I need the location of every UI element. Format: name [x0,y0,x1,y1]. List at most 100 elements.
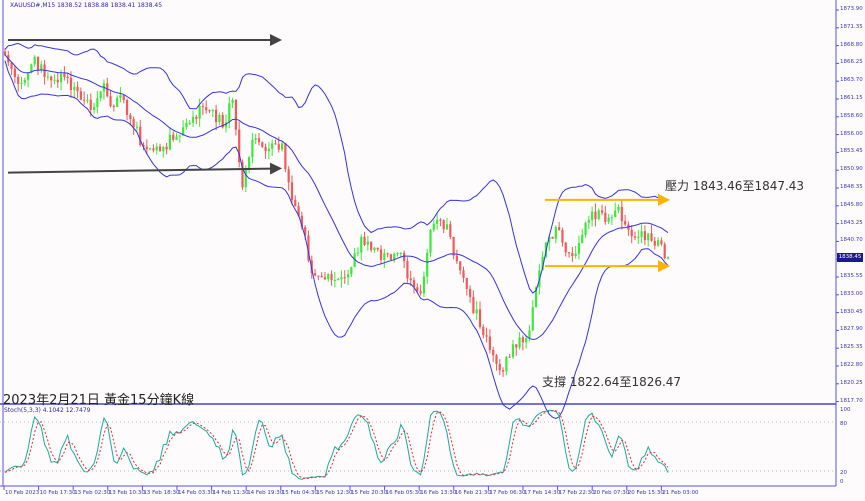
price-tick-label: 1825.35 [840,344,863,351]
candle-body [419,291,422,294]
candle-body [488,336,491,350]
time-tick-label: 15 Feb 20:30 [351,490,388,496]
candle-body [525,338,528,343]
time-tick-label: 16 Feb 05:30 [385,490,422,496]
candle-body [135,126,139,128]
candle-body [149,148,152,150]
candle-body [416,287,419,292]
candle-body [587,220,590,223]
candle-body [182,127,185,136]
stoch-tick-label: 0 [840,479,844,485]
time-tick-label: 10 Feb 17:30 [39,490,76,496]
candle-body [455,255,458,262]
price-tick-label: 1830.45 [840,308,863,315]
candle-body [307,235,310,261]
candle-body [620,206,623,222]
price-tick-label: 1843.25 [840,219,863,226]
candle-body [577,243,581,254]
candle-body [205,107,208,111]
candle-body [624,221,627,225]
price-tick-label: 1820.25 [840,379,863,386]
candle-body [116,97,119,108]
candle-body [13,68,16,78]
candle-body [554,227,557,239]
candle-body [610,217,614,219]
time-tick-label: 10 Feb 2023 [5,490,40,496]
candle-body [69,77,73,91]
candle-body [584,222,587,235]
time-tick-label: 14 Feb 03:30 [178,490,215,496]
candle-body [158,146,162,152]
candle-body [660,240,663,245]
candle-body [403,252,406,262]
candle-body [26,72,30,80]
price-tick-label: 1835.55 [840,273,863,279]
candle-body [360,236,363,253]
candle-body [643,231,647,241]
candle-body [373,247,376,251]
candle-body [666,257,670,259]
candle-body [591,211,594,221]
candle-body [495,355,498,364]
stoch-signal-line [4,410,669,480]
candle-body [86,99,89,101]
candle-body [340,277,343,280]
candle-body [3,51,7,56]
time-tick-label: 16 Feb 13:30 [420,490,457,496]
price-tick-label: 1817.70 [840,397,863,404]
candle-body [327,274,330,280]
candle-body [393,253,396,260]
candle-body [531,307,534,331]
candle-body [83,99,86,101]
candle-body [337,279,340,281]
candle-body [370,241,373,251]
candle-body [264,146,267,152]
candle-body [363,236,366,245]
candle-body [53,79,56,81]
candle-body [10,62,13,69]
candle-body [142,145,145,147]
stoch-tick-label: 100 [840,407,851,413]
candle-body [350,266,353,275]
candle-body [379,249,383,260]
time-tick-label: 13 Feb 18:30 [143,490,180,496]
candle-body [244,169,247,188]
candle-body [317,275,320,277]
candle-body [663,244,666,259]
candle-body [17,77,20,84]
price-tick-label: 1871.35 [840,23,863,30]
price-tick-label: 1868.80 [840,41,863,48]
candle-body [521,337,524,343]
candle-body [208,110,211,112]
candle-body [485,335,488,337]
candle-body [274,143,277,145]
candle-body [647,233,650,241]
candle-body [465,277,468,289]
candle-body [564,242,567,253]
candle-body [33,56,36,65]
candle-body [231,100,234,104]
candle-body [297,206,300,216]
time-tick-label: 20 Feb 15:30 [627,490,664,496]
bb-upper [4,42,669,294]
trend-arrow-2[interactable] [7,162,282,175]
candle-body [604,212,607,222]
time-tick-label: 13 Feb 02:30 [74,490,111,496]
candle-body [637,236,640,238]
candle-body [515,344,518,348]
candle-body [221,114,224,128]
candle-body [376,247,379,250]
candle-body [254,138,257,140]
candle-body [40,64,43,70]
candle-body [399,252,402,254]
candle-body [551,236,554,239]
candle-body [195,116,198,119]
candle-body [449,224,452,237]
candle-body [175,136,178,140]
candle-body [468,288,472,297]
candle-body [238,129,241,163]
candle-body [20,82,23,84]
candle-body [73,86,76,91]
candle-body [185,123,188,128]
